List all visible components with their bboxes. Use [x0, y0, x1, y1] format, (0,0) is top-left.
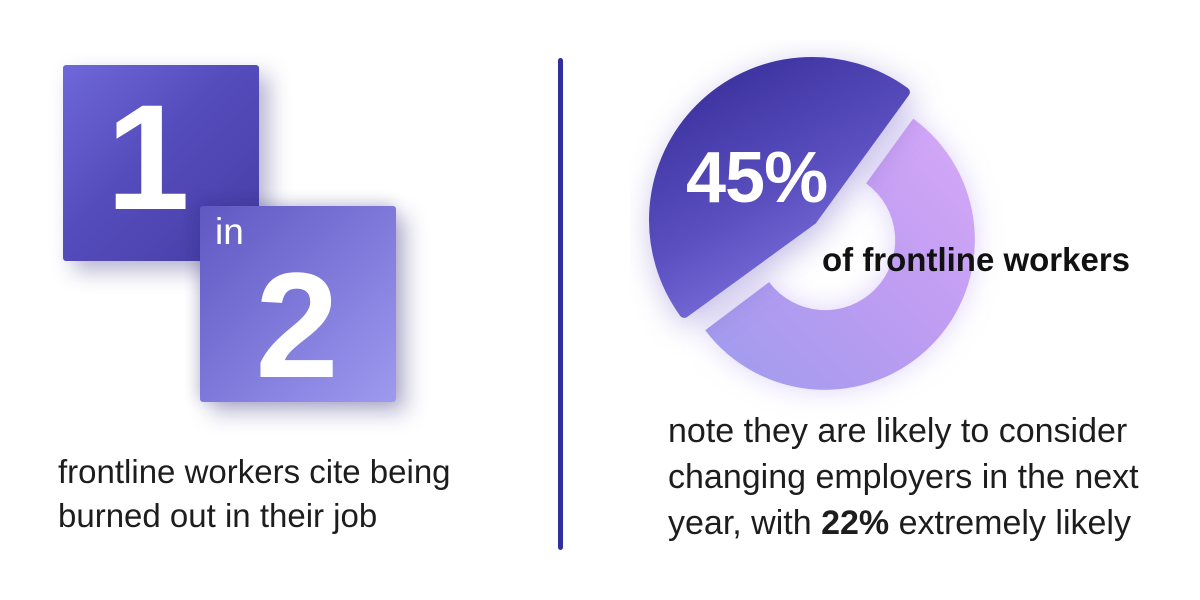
right-caption-line3-suffix: extremely likely [889, 504, 1131, 543]
stat-connector: in [215, 211, 244, 252]
left-caption-line2: burned out in their job [58, 496, 378, 534]
subject-label: of frontline workers [822, 241, 1131, 278]
right-caption-line1: note they are likely to consider [668, 412, 1128, 450]
right-caption-bold-stat: 22% [821, 504, 890, 543]
left-caption: frontline workers cite being burned out … [58, 450, 528, 538]
donut-remainder-arc [705, 118, 975, 390]
donut-chart [649, 57, 975, 390]
stat-numerator: 1 [106, 73, 190, 241]
right-caption-line2: changing employers in the next [668, 458, 1139, 497]
percent-label: 45% [686, 138, 828, 218]
right-caption-line3-prefix: year, with [668, 504, 822, 543]
right-caption: note they are likely to consider changin… [668, 408, 1168, 547]
stat-square-2: in 2 [200, 206, 396, 402]
left-caption-line1: frontline workers cite being [58, 453, 451, 490]
donut-45-percent-slice [649, 57, 910, 318]
divider-line [558, 58, 563, 550]
stat-square-1: 1 [63, 65, 259, 261]
stat-denominator: 2 [255, 241, 339, 409]
